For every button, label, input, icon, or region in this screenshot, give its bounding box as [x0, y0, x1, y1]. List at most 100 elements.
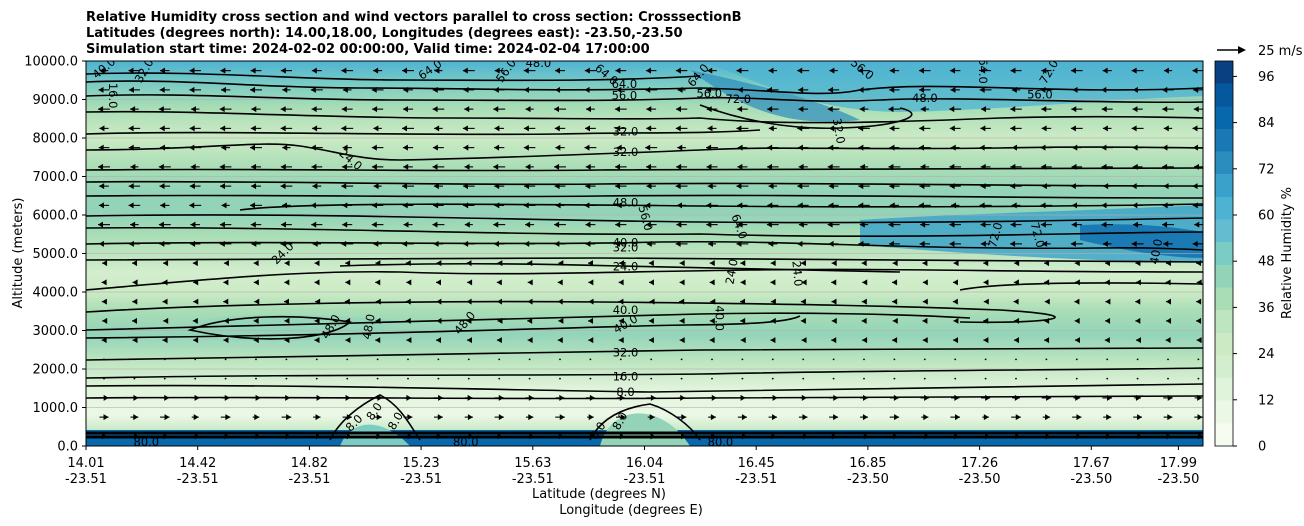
wind-vector-arrow [1131, 183, 1144, 190]
wind-vector-arrow [402, 106, 414, 113]
contour-label: 80.0 [453, 435, 479, 449]
wind-vector-arrow [314, 337, 320, 344]
wind-vector-arrow [285, 358, 288, 361]
wind-vector-arrow [797, 67, 810, 74]
wind-vector-arrow [829, 67, 838, 74]
wind-vector-arrow [1044, 260, 1050, 267]
wind-vector-arrow [554, 163, 566, 170]
wind-vector-arrow [859, 106, 869, 113]
wind-vector-arrow [402, 125, 414, 132]
wind-vector-arrow [737, 433, 748, 440]
contour-label: 48.0 [359, 313, 377, 341]
wind-vector-arrow [1194, 221, 1203, 228]
wind-vector-arrow [405, 298, 411, 305]
colorbar-label: Relative Humidity % [1280, 187, 1295, 319]
contour-label: 16.0 [106, 83, 120, 109]
wind-vector-arrow [1162, 106, 1174, 113]
wind-vector-arrow [1074, 337, 1080, 344]
contour-line [699, 104, 913, 130]
wind-vector-arrow [99, 183, 109, 190]
wind-vector-arrow [1072, 433, 1082, 440]
wind-vector-arrow [493, 221, 506, 228]
wind-vector-arrow [737, 86, 747, 93]
contour-label: 32.0 [830, 117, 848, 145]
wind-vector-arrow [800, 317, 806, 324]
wind-vector-arrow [282, 394, 291, 401]
wind-vector-arrow [1075, 377, 1078, 380]
wind-vector-arrow [614, 106, 627, 113]
wind-vector-arrow [554, 221, 566, 228]
wind-vector-arrow [707, 183, 717, 190]
wind-vector-arrow [802, 358, 805, 361]
wind-vector-arrow [98, 106, 110, 113]
wind-vector-arrow [615, 67, 627, 74]
wind-vector-arrow [193, 279, 199, 286]
contour-label: 72.0 [1028, 221, 1048, 249]
wind-vector-arrow [863, 358, 865, 361]
wind-vector-arrow [1102, 240, 1112, 247]
wind-vector-arrow [950, 414, 960, 421]
wind-vector-arrow [830, 433, 837, 440]
wind-vector-arrow [1073, 394, 1081, 401]
wind-vector-arrow [371, 221, 384, 228]
wind-vector-arrow [1074, 260, 1080, 267]
wind-vector-arrow [679, 260, 685, 267]
wind-vector-arrow [525, 106, 534, 113]
wind-vector-arrow [1136, 377, 1139, 380]
wind-vector-arrow [1042, 414, 1051, 421]
wind-vector-arrow [130, 221, 139, 228]
wind-vector-arrow [797, 125, 810, 132]
wind-vector-arrow [676, 163, 688, 170]
wind-vector-arrow [1132, 202, 1143, 209]
wind-vector-arrow [99, 394, 109, 401]
x-tick-label-lat: 14.82 [291, 456, 328, 471]
wind-vector-arrow [741, 358, 744, 361]
wind-vector-arrow [1163, 240, 1173, 247]
wind-vector-arrow [949, 240, 961, 247]
wind-vector-arrow [494, 414, 504, 421]
wind-vector-arrow [1193, 86, 1203, 93]
wind-vector-arrow [251, 240, 261, 247]
wind-vector-arrow [1102, 394, 1112, 401]
wind-vector-arrow [130, 106, 139, 113]
contour-label: 64.0 [612, 77, 638, 91]
wind-vector-arrow [103, 377, 105, 380]
wind-vector-arrow [282, 433, 291, 440]
wind-vector-arrow [402, 144, 414, 151]
wind-vector-arrow [284, 260, 290, 267]
wind-vector-arrow [920, 106, 929, 113]
wind-vector-arrow [952, 279, 958, 286]
wind-vector-arrow [311, 67, 322, 74]
wind-vector-arrow [219, 106, 232, 113]
wind-vector-arrow [676, 202, 687, 209]
wind-vector-arrow [588, 337, 594, 344]
wind-vector-arrow [466, 317, 472, 324]
wind-vector-arrow [1135, 260, 1141, 267]
wind-vector-arrow [829, 414, 839, 421]
wind-vector-arrow [1013, 298, 1019, 305]
wind-vector-arrow [1193, 433, 1203, 440]
wind-vector-arrow [768, 394, 778, 401]
wind-vector-arrow [527, 298, 533, 305]
wind-vector-arrow [740, 317, 746, 324]
wind-vector-arrow [922, 317, 928, 324]
wind-vector-arrow [1162, 86, 1174, 93]
wind-vector-arrow [98, 202, 110, 209]
wind-vector-arrow [464, 394, 473, 401]
wind-vector-arrow [801, 337, 807, 344]
wind-vector-arrow [707, 240, 717, 247]
wind-vector-arrow [858, 240, 870, 247]
wind-vector-arrow [98, 86, 110, 93]
wind-vector-arrow [861, 260, 867, 267]
wind-vector-arrow [132, 317, 138, 324]
wind-vector-arrow [584, 86, 597, 93]
wind-vector-arrow [162, 337, 168, 344]
wind-vector-arrow [281, 414, 292, 421]
y-tick-label: 2000.0 [33, 363, 79, 378]
wind-vector-arrow [646, 433, 656, 440]
wind-vector-arrow [344, 298, 350, 305]
wind-vector-arrow [436, 337, 442, 344]
wind-vector-arrow [919, 240, 931, 247]
y-tick-label: 9000.0 [33, 93, 79, 108]
wind-vector-arrow [1015, 377, 1017, 380]
